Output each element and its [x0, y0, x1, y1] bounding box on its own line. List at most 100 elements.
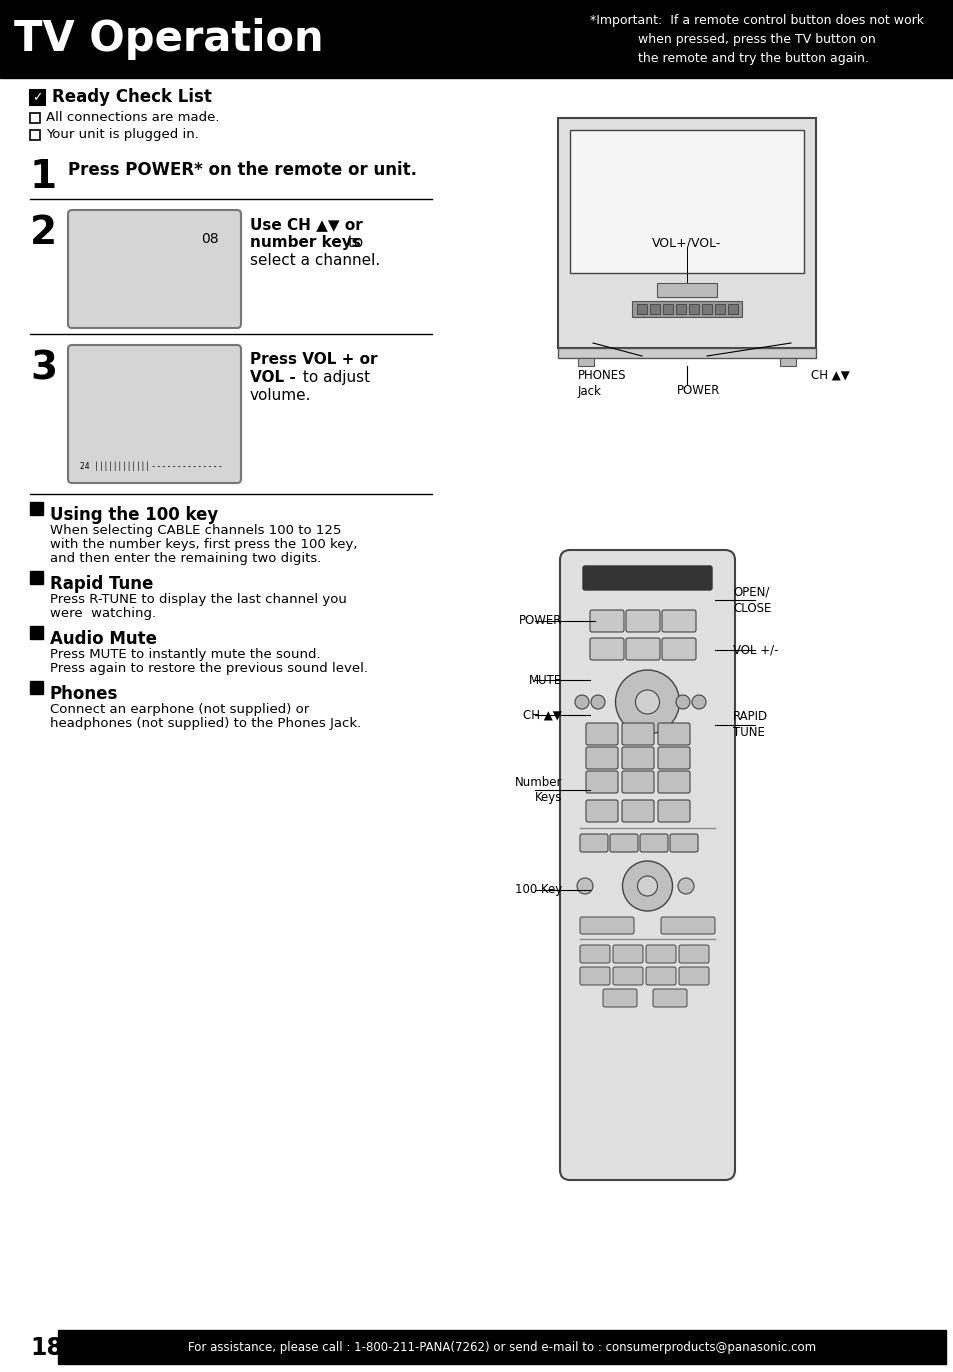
- Text: 18: 18: [30, 1336, 63, 1360]
- Bar: [30, 571, 43, 584]
- Text: POWER: POWER: [677, 384, 720, 397]
- Circle shape: [575, 696, 588, 709]
- Circle shape: [590, 696, 604, 709]
- Text: headphones (not supplied) to the Phones Jack.: headphones (not supplied) to the Phones …: [50, 718, 361, 730]
- Bar: [30, 91, 45, 106]
- FancyBboxPatch shape: [613, 945, 642, 963]
- Text: CH ▲▼: CH ▲▼: [522, 708, 561, 722]
- Text: 100 Key: 100 Key: [515, 884, 561, 896]
- Text: 2: 2: [30, 214, 57, 252]
- Bar: [0, 0, 953, 78]
- FancyBboxPatch shape: [589, 611, 623, 632]
- Bar: [558, 348, 815, 358]
- Bar: [58, 1329, 945, 1364]
- Text: Ready Check List: Ready Check List: [52, 89, 212, 107]
- Text: TV Operation: TV Operation: [14, 18, 323, 60]
- Circle shape: [635, 690, 659, 713]
- Circle shape: [691, 696, 705, 709]
- Text: VOL+/VOL-: VOL+/VOL-: [652, 236, 720, 250]
- FancyBboxPatch shape: [579, 834, 607, 852]
- FancyBboxPatch shape: [645, 967, 676, 985]
- FancyBboxPatch shape: [585, 771, 618, 793]
- Text: Your unit is plugged in.: Your unit is plugged in.: [46, 128, 198, 141]
- FancyBboxPatch shape: [582, 567, 711, 590]
- FancyBboxPatch shape: [579, 916, 634, 934]
- Text: Press VOL + or: Press VOL + or: [250, 353, 377, 366]
- FancyBboxPatch shape: [661, 611, 696, 632]
- Text: volume.: volume.: [250, 388, 312, 403]
- Bar: [662, 305, 672, 314]
- Text: 3: 3: [30, 348, 57, 387]
- Text: OPEN/
CLOSE: OPEN/ CLOSE: [732, 586, 771, 615]
- FancyBboxPatch shape: [621, 771, 654, 793]
- Text: Press again to restore the previous sound level.: Press again to restore the previous soun…: [50, 663, 368, 675]
- Bar: [30, 681, 43, 694]
- Text: VOL +/-: VOL +/-: [732, 643, 778, 656]
- FancyBboxPatch shape: [585, 800, 618, 822]
- FancyBboxPatch shape: [660, 916, 714, 934]
- Bar: [649, 305, 659, 314]
- Bar: [30, 502, 43, 514]
- Text: Audio Mute: Audio Mute: [50, 630, 157, 648]
- Text: number keys: number keys: [250, 235, 360, 250]
- FancyBboxPatch shape: [609, 834, 638, 852]
- Text: select a channel.: select a channel.: [250, 252, 380, 268]
- FancyBboxPatch shape: [679, 967, 708, 985]
- Text: Number
Keys: Number Keys: [514, 775, 561, 804]
- Bar: [676, 305, 685, 314]
- FancyBboxPatch shape: [658, 746, 689, 768]
- Bar: [714, 305, 724, 314]
- FancyBboxPatch shape: [613, 967, 642, 985]
- FancyBboxPatch shape: [661, 638, 696, 660]
- FancyBboxPatch shape: [658, 771, 689, 793]
- Text: POWER: POWER: [518, 615, 561, 627]
- Text: All connections are made.: All connections are made.: [46, 111, 219, 123]
- Bar: [688, 305, 699, 314]
- Text: MUTE: MUTE: [528, 674, 561, 686]
- FancyBboxPatch shape: [652, 989, 686, 1007]
- FancyBboxPatch shape: [579, 945, 609, 963]
- FancyBboxPatch shape: [621, 800, 654, 822]
- FancyBboxPatch shape: [68, 210, 241, 328]
- Text: Using the 100 key: Using the 100 key: [50, 506, 218, 524]
- Bar: [578, 358, 594, 366]
- Text: were  watching.: were watching.: [50, 606, 156, 620]
- FancyBboxPatch shape: [639, 834, 667, 852]
- Text: Phones: Phones: [50, 685, 118, 702]
- Circle shape: [676, 696, 689, 709]
- Circle shape: [678, 878, 693, 895]
- FancyBboxPatch shape: [658, 800, 689, 822]
- Text: For assistance, please call : 1-800-211-PANA(7262) or send e-mail to : consumerp: For assistance, please call : 1-800-211-…: [188, 1340, 815, 1354]
- Text: to: to: [343, 235, 363, 250]
- Bar: [30, 130, 40, 140]
- Text: 08: 08: [201, 232, 219, 246]
- Bar: [30, 626, 43, 639]
- Text: 24  ││││││││││││ - - - - - - - - - - - - - -: 24 ││││││││││││ - - - - - - - - - - - - …: [80, 461, 221, 471]
- Text: Connect an earphone (not supplied) or: Connect an earphone (not supplied) or: [50, 702, 309, 716]
- Circle shape: [615, 670, 679, 734]
- Bar: [558, 118, 815, 348]
- FancyBboxPatch shape: [621, 723, 654, 745]
- FancyBboxPatch shape: [579, 967, 609, 985]
- FancyBboxPatch shape: [621, 746, 654, 768]
- Circle shape: [622, 862, 672, 911]
- FancyBboxPatch shape: [559, 550, 734, 1180]
- Bar: [631, 300, 741, 317]
- Bar: [780, 358, 795, 366]
- FancyBboxPatch shape: [585, 723, 618, 745]
- Bar: [701, 305, 711, 314]
- FancyBboxPatch shape: [669, 834, 698, 852]
- FancyBboxPatch shape: [68, 344, 241, 483]
- Text: and then enter the remaining two digits.: and then enter the remaining two digits.: [50, 552, 321, 565]
- Bar: [727, 305, 738, 314]
- Text: Rapid Tune: Rapid Tune: [50, 575, 153, 593]
- FancyBboxPatch shape: [625, 638, 659, 660]
- Bar: [637, 305, 646, 314]
- Bar: [30, 113, 40, 123]
- Text: VOL -: VOL -: [250, 370, 295, 386]
- FancyBboxPatch shape: [625, 611, 659, 632]
- Text: to adjust: to adjust: [297, 370, 370, 386]
- Text: 1: 1: [30, 158, 57, 196]
- FancyBboxPatch shape: [589, 638, 623, 660]
- Text: When selecting CABLE channels 100 to 125: When selecting CABLE channels 100 to 125: [50, 524, 341, 536]
